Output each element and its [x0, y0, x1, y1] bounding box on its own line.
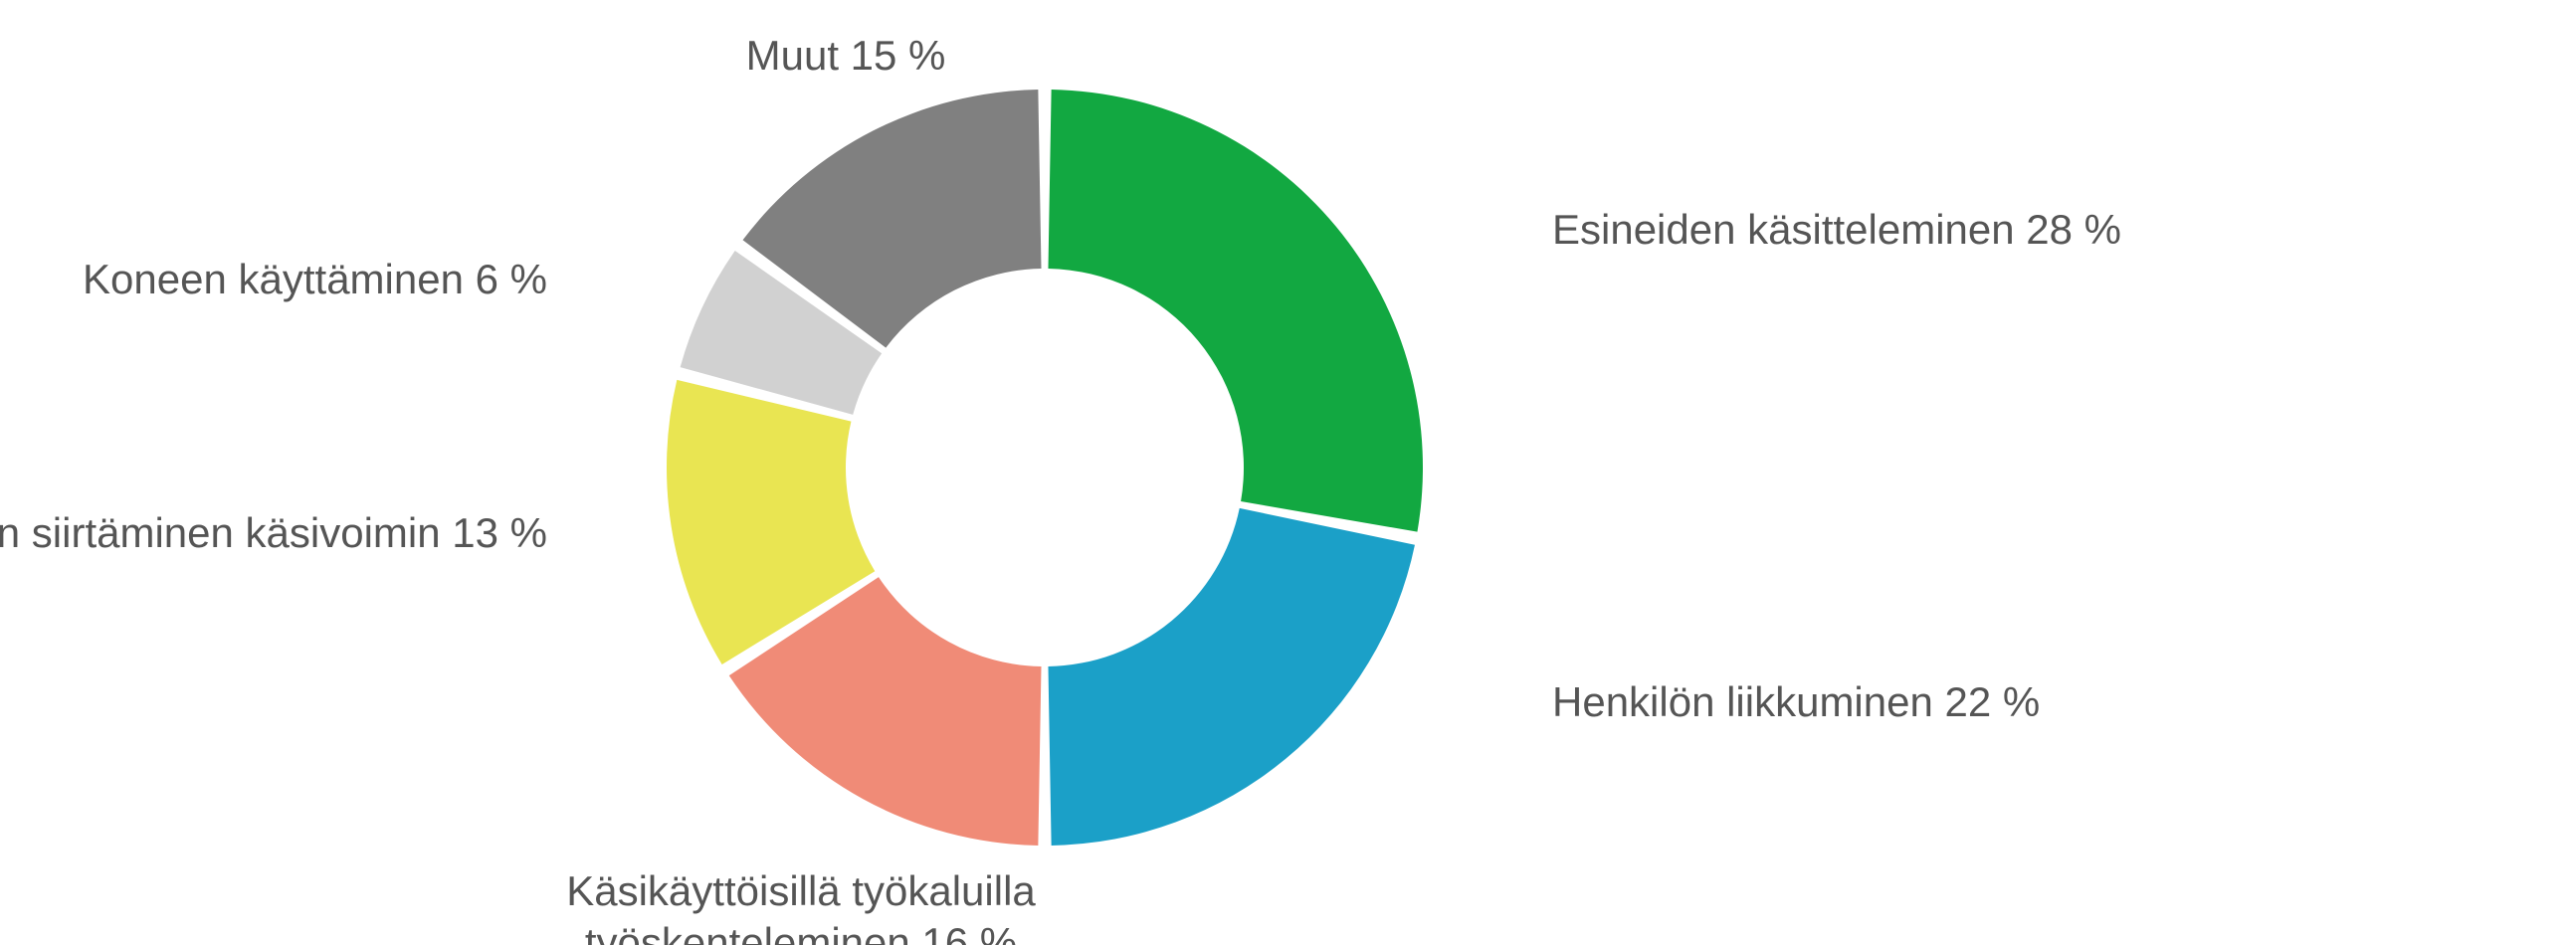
donut-label-5: Muut 15 %	[746, 30, 946, 83]
donut-chart: Esineiden käsitteleminen 28 % Henkilön li…	[0, 0, 2576, 945]
donut-label-3: Taakan siirtäminen käsivoimin 13 %	[0, 507, 547, 560]
donut-label-4: Koneen käyttäminen 6 %	[83, 254, 547, 306]
donut-label-1: Henkilön liikkuminen 22 %	[1552, 676, 2040, 729]
donut-slice-0	[1048, 90, 1423, 532]
donut-label-0: Esineiden käsitteleminen 28 %	[1552, 204, 2121, 257]
donut-svg	[0, 0, 2576, 945]
donut-label-2: Käsikäyttöisillä työkaluillatyöskentelem…	[566, 865, 1036, 945]
donut-slice-1	[1048, 508, 1414, 846]
